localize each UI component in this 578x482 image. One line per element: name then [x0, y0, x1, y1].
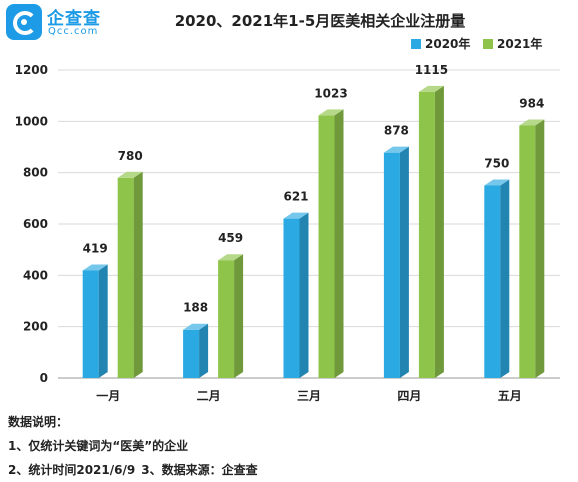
bar-side	[500, 179, 510, 378]
bar-top	[283, 212, 309, 219]
bar-side	[299, 212, 309, 378]
x-tick-label: 二月	[197, 389, 221, 403]
bar-front	[484, 185, 501, 378]
bar-2021-5	[519, 119, 545, 378]
brand-name: 企查查	[47, 9, 101, 29]
bar-side	[234, 254, 244, 378]
legend-label: 2021年	[497, 36, 542, 51]
bar-2021-4	[418, 85, 444, 379]
notes-line-2a: 2、统计时间2021/6/9	[8, 463, 136, 477]
data-label: 750	[484, 157, 509, 171]
data-notes: 数据说明： 1、仅统计关键词为“医美”的企业 2、统计时间2021/6/9 3、数…	[8, 410, 258, 482]
bar-front	[117, 177, 134, 378]
bar-front	[418, 91, 435, 379]
bar-2021-1	[117, 171, 143, 378]
data-label: 621	[283, 190, 308, 204]
y-tick-label: 400	[23, 268, 48, 282]
bar-front	[383, 152, 400, 378]
legend-label: 2020年	[425, 36, 470, 51]
data-label: 1023	[314, 86, 347, 100]
bar-front	[318, 115, 335, 379]
bar-top	[418, 85, 444, 92]
bar-side	[535, 119, 545, 378]
x-tick-label: 三月	[297, 389, 321, 403]
data-label: 188	[183, 301, 208, 315]
x-tick-label: 一月	[96, 389, 120, 403]
legend-item-2: 2021年	[483, 36, 542, 51]
bar-2020-2	[183, 323, 209, 378]
y-tick-label: 0	[40, 371, 48, 385]
y-tick-label: 800	[23, 166, 48, 180]
bar-front	[519, 125, 536, 378]
brand-logo: 企查查 Qcc.com	[6, 4, 118, 40]
bar-top	[383, 146, 409, 153]
bar-side	[399, 146, 409, 378]
x-tick-label: 四月	[397, 389, 421, 403]
bar-front	[283, 218, 300, 378]
x-tick-label: 五月	[498, 389, 522, 403]
brand-mark-icon	[6, 4, 42, 40]
data-label: 419	[83, 241, 108, 255]
y-tick-label: 600	[23, 217, 48, 231]
notes-line-2: 2、统计时间2021/6/9 3、数据来源：企查查	[8, 458, 258, 482]
y-tick-label: 200	[23, 320, 48, 334]
legend-swatch	[411, 39, 421, 49]
bar-top	[318, 109, 344, 116]
data-label: 1115	[415, 63, 448, 77]
bar-2020-4	[383, 146, 409, 378]
bar-2020-5	[484, 179, 510, 378]
bar-2021-3	[318, 109, 344, 379]
bar-top	[117, 171, 143, 178]
bar-top	[519, 119, 545, 126]
data-label: 459	[218, 231, 243, 245]
data-label: 984	[519, 96, 544, 110]
bar-chart: 0 200 400 600 800 1000 1200 一月 二月 三月 四月 五月 419 780 18…	[15, 36, 560, 403]
bar-side	[199, 323, 209, 378]
legend-item-1: 2020年	[411, 36, 470, 51]
notes-line-2b: 3、数据来源：企查查	[141, 463, 258, 477]
bar-2021-2	[218, 254, 244, 378]
bar-top	[183, 323, 209, 330]
y-tick-label: 1200	[15, 63, 48, 77]
data-label: 780	[118, 149, 143, 163]
bar-front	[218, 260, 235, 378]
bar-side	[98, 264, 108, 378]
bar-2020-1	[82, 264, 108, 378]
bar-side	[133, 171, 143, 378]
bar-top	[82, 264, 108, 271]
legend-swatch	[483, 39, 493, 49]
bar-2020-3	[283, 212, 309, 378]
y-tick-label: 1000	[15, 114, 48, 128]
bar-top	[218, 254, 244, 261]
notes-line-1: 1、仅统计关键词为“医美”的企业	[8, 439, 189, 453]
bar-front	[183, 329, 200, 378]
brand-domain: Qcc.com	[48, 26, 99, 37]
bar-top	[484, 179, 510, 186]
bar-side	[334, 109, 344, 379]
notes-heading: 数据说明：	[8, 415, 69, 429]
bar-front	[82, 270, 99, 378]
data-label: 878	[384, 124, 409, 138]
chart-title: 2020、2021年1-5月医美相关企业注册量	[174, 12, 466, 30]
bar-side	[434, 85, 444, 379]
